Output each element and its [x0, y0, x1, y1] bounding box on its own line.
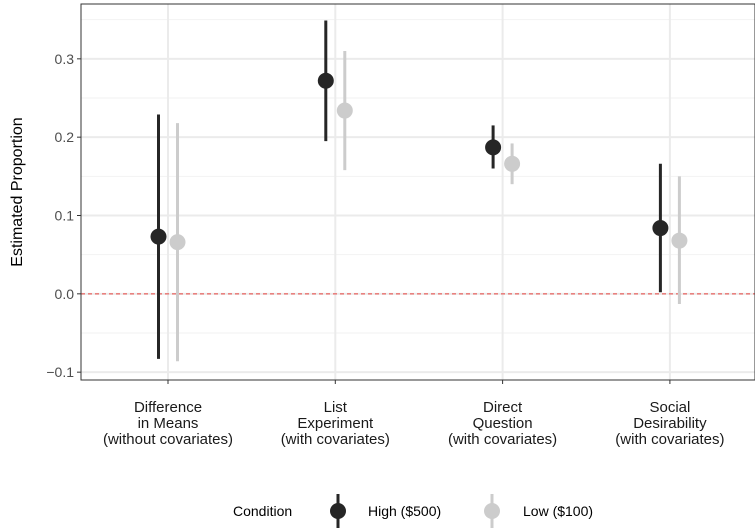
point-estimate	[671, 232, 688, 249]
x-tick-label: Direct Question (with covariates)	[448, 399, 557, 448]
y-tick-label: 0.1	[55, 208, 75, 224]
point-estimate	[150, 228, 167, 245]
y-tick-label: −0.1	[46, 364, 74, 380]
y-axis: −0.1 0.0 0.1 0.2 0.3	[46, 51, 81, 380]
point-estimate	[485, 139, 502, 156]
point-estimate	[652, 220, 669, 237]
x-axis: Difference in Means (without covariates) Li…	[103, 380, 725, 448]
legend-label: High ($500)	[368, 503, 441, 519]
legend-title: Condition	[233, 503, 292, 519]
x-tick-label: Difference in Means (without covariates)	[103, 399, 233, 448]
y-tick-label: 0.2	[55, 129, 75, 145]
point-estimate	[317, 72, 334, 89]
panel-border	[80, 3, 755, 381]
y-tick-label: 0.0	[55, 286, 75, 302]
x-tick-label: List Experiment (with covariates)	[281, 399, 390, 448]
legend-label: Low ($100)	[523, 503, 593, 519]
data-marks	[150, 20, 688, 362]
legend: Condition High ($500) Low ($100)	[233, 494, 593, 528]
y-axis-title: Estimated Proportion	[9, 117, 26, 266]
point-estimate	[504, 155, 521, 172]
x-tick-label: Social Desirability (with covariates)	[615, 399, 724, 448]
y-tick-label: 0.3	[55, 51, 75, 67]
grid-major	[81, 4, 755, 380]
grid-minor	[81, 19, 755, 334]
point-estimate	[169, 234, 186, 251]
legend-key	[330, 494, 346, 528]
legend-key	[484, 494, 500, 528]
point-estimate	[336, 102, 353, 119]
